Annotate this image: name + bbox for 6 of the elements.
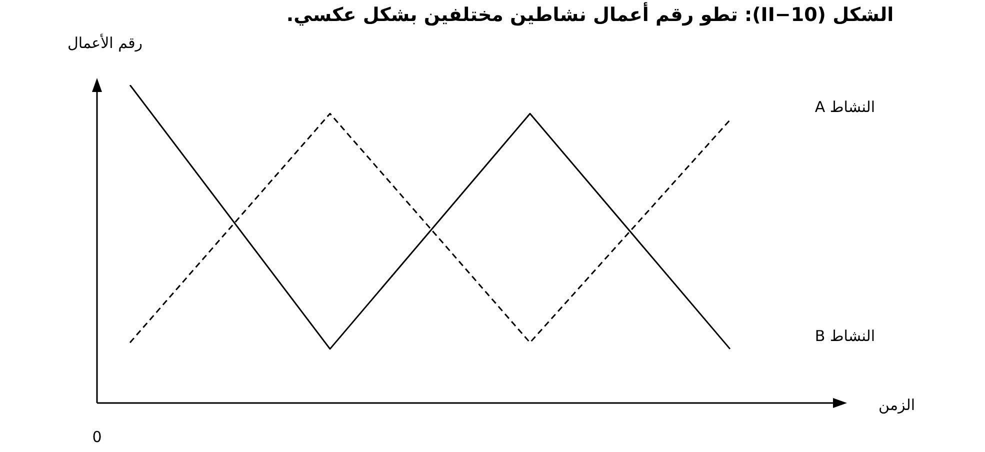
chart-title: الشكل (II−10): تطو رقم أعمال نشاطين مختلفين بشكل عكسي.: [286, 2, 894, 26]
text: النشاط B: [814, 326, 875, 345]
y-axis-title: رقم الأعمال: [68, 32, 142, 52]
text: النشاط A: [814, 98, 875, 116]
x-axis-title: الزمن: [878, 396, 915, 414]
text: 0: [92, 428, 102, 446]
